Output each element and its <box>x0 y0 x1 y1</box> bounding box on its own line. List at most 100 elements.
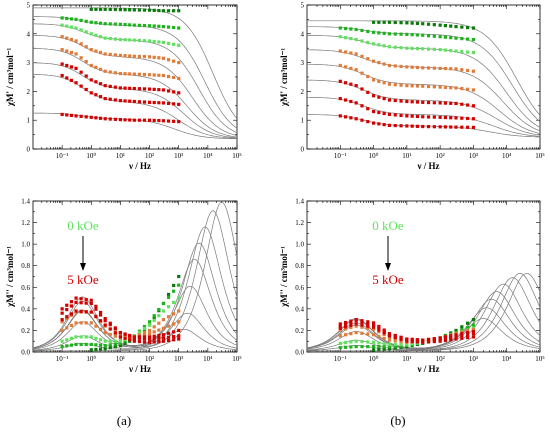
chart-2-series-5-point-1-2 <box>84 301 88 305</box>
chart-1-series-0-point-3 <box>421 22 425 26</box>
chart-1-series-2-point-5-1 <box>426 47 431 51</box>
chart-1-series-1-point-6-2 <box>449 36 453 40</box>
chart-2-series-5-point-6-1 <box>152 334 156 338</box>
chart-2-series-5-point-0 <box>60 311 64 315</box>
chart-0-series-0-point-1-1 <box>108 7 112 12</box>
chart-1-series-4-point-7-2 <box>466 87 470 91</box>
chart-0-series-7-point-5-1 <box>137 118 142 122</box>
chart-3-series-7-point-8 <box>471 335 476 339</box>
chart-0-xtick-label-4: 10³ <box>174 152 183 160</box>
chart-1-series-0-point-2 <box>405 21 409 25</box>
chart-3-series-2-point-1-1 <box>360 339 364 344</box>
chart-a-top: 10⁻¹ 10⁰ 10¹ 10² 10³ 10⁴ 10⁵ 0 1 2 3 4 5 ν / Hz χM' / … <box>5 2 242 172</box>
chart-3-series-5-point-8 <box>471 329 476 334</box>
chart-0-series-2-point-4-1 <box>123 38 127 42</box>
chart-1-xtick-label-6: 10⁵ <box>535 152 545 160</box>
chart-1-series-6-point-2-1 <box>377 110 381 115</box>
chart-3-series-0-point-6 <box>471 318 476 322</box>
chart-1-series-2-point-2-1 <box>377 43 381 47</box>
chart-2-xlabel: ν / Hz <box>128 364 151 374</box>
chart-1-series-3-point-4-1 <box>410 65 414 69</box>
chart-3-series-5-point-0 <box>338 324 342 328</box>
chart-2-series-2-point-1-2 <box>84 335 88 339</box>
chart-2-series-7-point-0-1 <box>65 315 69 319</box>
chart-0-series-7-point-4 <box>118 118 123 122</box>
chart-1-series-1-point-7-1 <box>460 37 464 41</box>
chart-3-ytick-label-1: 0.2 <box>295 327 304 335</box>
chart-3-ytick-label-6: 1.2 <box>295 219 304 227</box>
chart-3-series-6-point-3-2 <box>399 335 403 339</box>
chart-0-series-6-point-8 <box>177 102 181 106</box>
chart-1-series-4-point-6-2 <box>449 86 453 90</box>
chart-0-series-1-point-7 <box>161 25 166 29</box>
chart-2-series-0-point-5-2 <box>172 283 176 288</box>
chart-0-series-0-point-4-2 <box>157 8 161 13</box>
chart-1-series-0-point-0 <box>371 20 376 24</box>
chart-a-bottom: 10⁻¹ 10⁰ 10¹ 10² 10³ 10⁴ 10⁵ 0.0 0.2 0.4 0.6 0.8 1.0… <box>5 198 242 375</box>
chart-0-ytick-label-2: 2 <box>27 88 31 96</box>
chart-0-series-7-point-4-1 <box>123 118 127 122</box>
chart-1-series-6-point-5 <box>421 115 425 119</box>
chart-0-series-6-point-1 <box>74 81 78 85</box>
chart-0-series-6-point-3 <box>103 97 107 101</box>
chart-0-series-0-point-1-2 <box>113 7 117 12</box>
chart-0-series-6-point-3-2 <box>113 98 117 102</box>
chart-b-top: 10⁻¹ 10⁰ 10¹ 10² 10³ 10⁴ 10⁵ 0 1 2 3 4 5 ν / Hz χM' / … <box>279 2 545 172</box>
chart-1-series-7-point-2 <box>371 121 376 125</box>
chart-1-series-6-point-3-1 <box>393 113 397 117</box>
chart-1-series-0-point-3-1 <box>426 22 431 26</box>
chart-3-series-0-point-0 <box>371 348 376 352</box>
chart-2-series-3-point-0-2 <box>69 323 74 327</box>
chart-0-series-2-point-5-1 <box>137 38 142 43</box>
chart-1-series-1-point-1-2 <box>366 29 370 33</box>
chart-3-xtick-label-0: 10⁻¹ <box>334 355 347 363</box>
chart-3-frame <box>306 200 541 353</box>
chart-0-fit-line-6 <box>33 74 237 139</box>
chart-1-series-2-point-6 <box>438 48 442 52</box>
chart-0-series-4-point-0-2 <box>69 50 74 55</box>
chart-2-series-1-point-3-2 <box>113 342 117 346</box>
chart-1-series-3-point-5 <box>421 66 425 70</box>
chart-3-series-7-point-5 <box>421 340 425 344</box>
chart-0-series-0-point-5-2 <box>172 9 176 13</box>
chart-1-series-2-point-7-1 <box>460 49 464 54</box>
chart-1-series-6-point-4-1 <box>410 114 414 118</box>
chart-1-series-7-point-4-2 <box>415 124 420 128</box>
chart-1-series-2-point-3-2 <box>399 46 403 50</box>
chart-1-series-6-point-4-2 <box>415 114 420 119</box>
chart-2-series-3-point-0 <box>60 328 64 333</box>
chart-3-series-2-point-2-2 <box>382 342 386 346</box>
chart-2-series-4-point-0-1 <box>65 316 69 321</box>
chart-0-series-3-point-5-1 <box>137 54 142 59</box>
chart-0-series-4-point-1 <box>74 52 78 56</box>
chart-0-series-5-point-6 <box>147 87 152 91</box>
chart-3-series-0-point-1-1 <box>393 346 397 350</box>
chart-1-series-4-point-4-2 <box>415 84 420 88</box>
chart-3-series-6-point-4-2 <box>415 338 420 342</box>
chart-1-series-3-point-1 <box>354 52 358 56</box>
chart-1-series-1-point-5-1 <box>426 34 431 38</box>
chart-3-series-6-point-1 <box>354 318 358 322</box>
chart-0-series-7-point-7 <box>161 119 166 123</box>
chart-0-series-1-point-2-2 <box>98 21 103 25</box>
chart-0-series-6-point-6 <box>147 100 152 104</box>
chart-0-series-6-point-7 <box>161 101 166 105</box>
chart-3-series-5-point-2-1 <box>377 326 381 330</box>
chart-2-series-4-point-6-1 <box>152 330 156 334</box>
chart-1-series-7-point-1 <box>354 117 358 121</box>
chart-3-series-7-point-4 <box>405 339 409 343</box>
chart-0-series-2-point-1-1 <box>79 28 83 32</box>
chart-0-series-6-point-0-1 <box>65 76 69 80</box>
chart-0-series-1-point-7-1 <box>166 25 171 29</box>
chart-1-series-5-point-3-2 <box>399 99 403 103</box>
chart-3-ytick-label-4: 0.8 <box>295 262 304 270</box>
chart-3-series-0-point-1 <box>387 347 392 351</box>
chart-0-series-3-point-6 <box>147 55 152 59</box>
chart-1-series-2-point-4-1 <box>410 46 414 50</box>
chart-2-xtick-label-0: 10⁻¹ <box>56 355 69 363</box>
chart-1-series-7-point-0 <box>338 114 342 118</box>
chart-1-series-2-point-7-2 <box>466 50 470 54</box>
chart-0-series-0-point-3 <box>132 8 136 12</box>
chart-1-ytick-label-5: 5 <box>301 2 305 10</box>
chart-0-series-5-point-8 <box>177 91 181 95</box>
